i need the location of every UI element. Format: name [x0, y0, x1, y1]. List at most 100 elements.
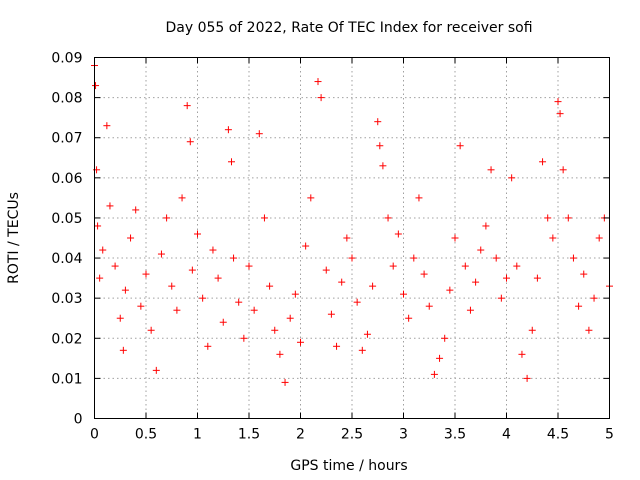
data-point — [410, 254, 418, 262]
data-point — [518, 350, 526, 358]
data-point — [204, 342, 212, 350]
data-point — [585, 326, 593, 334]
y-tick-label: 0.02 — [51, 331, 82, 347]
data-point — [575, 302, 583, 310]
data-point — [224, 126, 232, 134]
data-point — [194, 230, 201, 238]
data-point — [376, 142, 384, 150]
y-tick-label: 0.08 — [51, 91, 82, 107]
data-point — [358, 346, 366, 354]
data-point — [590, 294, 598, 302]
data-point — [533, 274, 541, 282]
data-point — [173, 306, 181, 314]
data-point — [348, 254, 356, 262]
x-tick-label: 5 — [605, 427, 614, 443]
data-point — [307, 194, 315, 202]
x-tick-label: 4 — [502, 427, 511, 443]
data-point — [415, 194, 423, 202]
x-tick-label: 0.5 — [135, 427, 157, 443]
data-point — [322, 266, 330, 274]
data-point — [302, 242, 310, 250]
gridlines — [94, 57, 610, 419]
data-point — [425, 302, 433, 310]
x-tick-label: 0 — [90, 427, 99, 443]
data-point — [281, 378, 289, 386]
data-point — [353, 298, 361, 306]
data-point — [544, 214, 552, 222]
data-point — [477, 246, 485, 254]
data-point — [343, 234, 351, 242]
data-point — [250, 306, 258, 314]
data-point — [186, 138, 194, 146]
data-point — [554, 98, 562, 106]
data-point — [513, 262, 521, 270]
data-point — [487, 166, 495, 174]
data-point — [260, 214, 268, 222]
data-point — [183, 102, 191, 110]
data-point — [523, 374, 531, 382]
data-point — [209, 246, 217, 254]
data-point — [466, 306, 474, 314]
y-axis-label: ROTI / TECUs — [6, 192, 22, 284]
data-point — [297, 338, 304, 346]
data-point — [94, 222, 102, 230]
data-point — [103, 122, 111, 130]
axis-ticks: 0 0.5 1 1.5 2 2.5 3 3.5 4 4.5 5 0 0.01 0.02 0.03 0.04 0.… — [51, 51, 614, 443]
data-point — [441, 334, 449, 342]
data-point — [119, 346, 127, 354]
x-tick-label: 2.5 — [341, 427, 363, 443]
data-point — [327, 310, 335, 318]
data-point — [595, 234, 603, 242]
x-tick-label: 1 — [193, 427, 202, 443]
data-point — [178, 194, 186, 202]
data-point — [106, 202, 114, 210]
data-point — [286, 314, 294, 322]
data-point — [446, 286, 454, 294]
data-point — [266, 282, 274, 290]
data-point — [539, 158, 547, 166]
data-point — [405, 314, 413, 322]
data-point — [163, 214, 171, 222]
y-tick-label: 0.03 — [51, 291, 82, 307]
data-point — [389, 262, 397, 270]
data-point — [456, 142, 464, 150]
data-point — [508, 174, 516, 182]
y-tick-label: 0.01 — [51, 371, 82, 387]
data-point — [152, 366, 160, 374]
data-point — [436, 354, 444, 362]
y-tick-label: 0.06 — [51, 171, 82, 187]
data-point — [240, 334, 248, 342]
data-point — [492, 254, 500, 262]
data-point — [569, 254, 577, 262]
data-point — [92, 82, 100, 90]
data-point — [451, 234, 459, 242]
y-tick-label: 0 — [74, 412, 83, 428]
data-point — [99, 246, 107, 254]
data-point — [503, 274, 510, 282]
data-point — [580, 270, 588, 278]
data-point — [255, 130, 263, 138]
data-point — [556, 110, 564, 118]
data-point — [235, 298, 243, 306]
data-point — [96, 274, 104, 282]
data-point — [314, 78, 322, 86]
data-point — [369, 282, 377, 290]
y-tick-label: 0.05 — [51, 211, 82, 227]
data-point — [497, 294, 505, 302]
data-point — [291, 290, 299, 298]
data-point — [214, 274, 222, 282]
data-point — [188, 266, 196, 274]
data-point — [549, 234, 557, 242]
data-point — [379, 162, 387, 170]
data-point — [271, 326, 279, 334]
data-point — [384, 214, 392, 222]
data-point — [472, 278, 480, 286]
data-point — [276, 350, 284, 358]
data-point — [116, 314, 124, 322]
data-point — [127, 234, 135, 242]
data-point — [132, 206, 140, 214]
data-point — [338, 278, 346, 286]
data-point — [137, 302, 145, 310]
data-point — [482, 222, 490, 230]
